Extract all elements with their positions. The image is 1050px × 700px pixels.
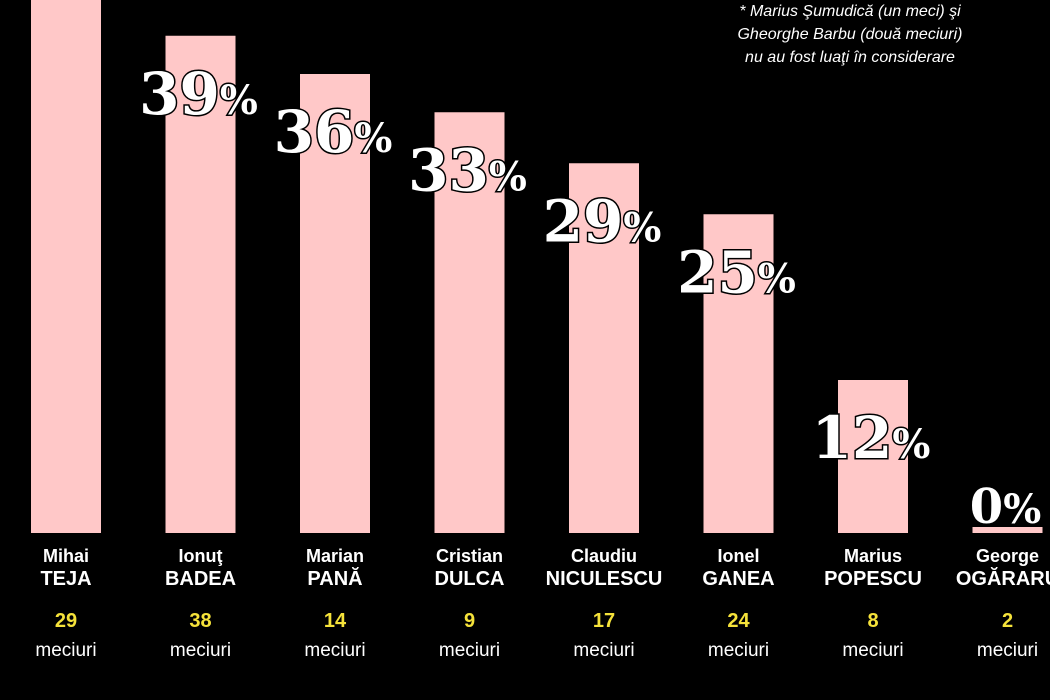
matches-label: meciuri bbox=[708, 640, 769, 661]
matches-count: 2 bbox=[1002, 610, 1013, 632]
player-first-name: Marius bbox=[844, 546, 902, 566]
matches-label: meciuri bbox=[35, 640, 96, 661]
player-last-name: GANEA bbox=[702, 568, 774, 590]
bar bbox=[434, 112, 505, 533]
matches-count: 24 bbox=[727, 610, 750, 632]
matches-count: 8 bbox=[867, 610, 878, 632]
value-label: 12% bbox=[812, 404, 931, 472]
bar bbox=[300, 74, 370, 533]
matches-count: 14 bbox=[324, 610, 347, 632]
bar bbox=[31, 0, 101, 533]
value-label: 33% bbox=[408, 136, 527, 204]
value-label: 0% bbox=[970, 479, 1041, 535]
matches-count: 9 bbox=[464, 610, 475, 632]
player-last-name: PANĂ bbox=[307, 567, 362, 590]
player-last-name: OGĂRARU bbox=[956, 567, 1050, 590]
matches-label: meciuri bbox=[439, 640, 500, 661]
bar bbox=[703, 214, 774, 533]
value-label: 36% bbox=[274, 98, 393, 166]
matches-label: meciuri bbox=[842, 640, 903, 661]
player-last-name: BADEA bbox=[165, 568, 236, 590]
footnote-line-2: Gheorghe Barbu (două meciuri) bbox=[737, 26, 963, 43]
player-last-name: TEJA bbox=[40, 568, 91, 590]
matches-label: meciuri bbox=[977, 640, 1038, 661]
value-label: 39% bbox=[139, 60, 258, 128]
player-last-name: DULCA bbox=[435, 568, 505, 590]
bar bbox=[972, 527, 1043, 533]
bar bbox=[569, 163, 639, 533]
player-first-name: Marian bbox=[306, 546, 364, 566]
player-first-name: Ionel bbox=[717, 546, 759, 566]
value-label: 29% bbox=[543, 187, 662, 255]
player-first-name: Mihai bbox=[43, 546, 89, 566]
player-first-name: George bbox=[976, 546, 1039, 566]
matches-label: meciuri bbox=[304, 640, 365, 661]
player-first-name: Claudiu bbox=[571, 546, 637, 566]
matches-label: meciuri bbox=[573, 640, 634, 661]
player-first-name: Ionuţ bbox=[179, 546, 223, 566]
player-first-name: Cristian bbox=[436, 546, 503, 566]
value-label: 25% bbox=[677, 238, 796, 306]
matches-count: 38 bbox=[189, 610, 211, 632]
player-last-name: NICULESCU bbox=[546, 568, 663, 590]
matches-count: 29 bbox=[55, 610, 77, 632]
footnote-line-3: nu au fost luaţi în considerare bbox=[745, 49, 955, 66]
footnote: * Marius Şumudică (un meci) şi Gheorghe … bbox=[660, 0, 1040, 69]
player-last-name: POPESCU bbox=[824, 568, 922, 590]
bar bbox=[838, 380, 908, 533]
footnote-line-1: * Marius Şumudică (un meci) şi bbox=[739, 3, 961, 20]
matches-label: meciuri bbox=[170, 640, 231, 661]
matches-count: 17 bbox=[593, 610, 615, 632]
bar bbox=[165, 35, 236, 533]
